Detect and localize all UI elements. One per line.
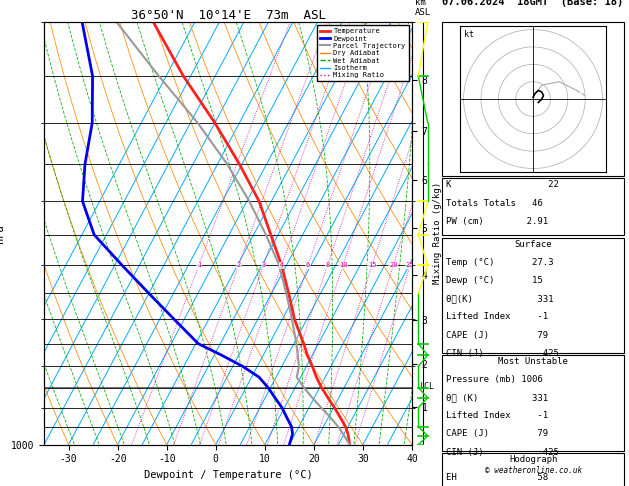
Text: Hodograph: Hodograph (509, 455, 557, 464)
Bar (442, 178, 624, 235)
Text: 3: 3 (261, 262, 265, 268)
Text: Most Unstable: Most Unstable (498, 357, 568, 366)
X-axis label: Dewpoint / Temperature (°C): Dewpoint / Temperature (°C) (143, 470, 313, 480)
Text: CIN (J)           425: CIN (J) 425 (446, 349, 559, 358)
Text: Temp (°C)       27.3: Temp (°C) 27.3 (446, 258, 554, 267)
Text: PW (cm)        2.91: PW (cm) 2.91 (446, 217, 548, 226)
Text: Dewp (°C)       15: Dewp (°C) 15 (446, 276, 543, 285)
Text: K                  22: K 22 (446, 180, 559, 190)
Text: 15: 15 (368, 262, 376, 268)
Bar (442, 355, 624, 451)
Text: kt: kt (464, 30, 474, 38)
Text: CAPE (J)         79: CAPE (J) 79 (446, 430, 548, 438)
Title: 36°50'N  10°14'E  73m  ASL: 36°50'N 10°14'E 73m ASL (130, 9, 326, 22)
Text: EH               58: EH 58 (446, 473, 548, 483)
Text: 10: 10 (338, 262, 347, 268)
Legend: Temperature, Dewpoint, Parcel Trajectory, Dry Adiabat, Wet Adiabat, Isotherm, Mi: Temperature, Dewpoint, Parcel Trajectory… (317, 25, 408, 81)
Bar (442, 22, 624, 176)
Text: Surface: Surface (515, 240, 552, 249)
Text: 25: 25 (406, 262, 415, 268)
Text: θᴪ (K)          331: θᴪ (K) 331 (446, 393, 548, 402)
Text: Lifted Index     -1: Lifted Index -1 (446, 312, 548, 321)
Text: 1: 1 (197, 262, 201, 268)
Text: LCL: LCL (420, 382, 435, 391)
Y-axis label: Mixing Ratio (g/kg): Mixing Ratio (g/kg) (433, 182, 442, 284)
Text: 6: 6 (306, 262, 310, 268)
Bar (442, 238, 624, 352)
Text: Totals Totals   46: Totals Totals 46 (446, 199, 543, 208)
Text: CAPE (J)         79: CAPE (J) 79 (446, 330, 548, 340)
Bar (442, 453, 624, 486)
Text: 07.06.2024  18GMT  (Base: 18): 07.06.2024 18GMT (Base: 18) (442, 0, 624, 7)
Text: θᴪ(K)            331: θᴪ(K) 331 (446, 294, 554, 303)
Y-axis label: hPa: hPa (0, 224, 5, 243)
Text: 4: 4 (279, 262, 284, 268)
Text: 2: 2 (237, 262, 241, 268)
Text: © weatheronline.co.uk: © weatheronline.co.uk (484, 466, 582, 475)
Text: Lifted Index     -1: Lifted Index -1 (446, 411, 548, 420)
Text: CIN (J)           425: CIN (J) 425 (446, 448, 559, 457)
Text: Pressure (mb) 1006: Pressure (mb) 1006 (446, 375, 543, 384)
Text: 20: 20 (389, 262, 398, 268)
Text: 8: 8 (325, 262, 330, 268)
Text: km
ASL: km ASL (415, 0, 431, 17)
